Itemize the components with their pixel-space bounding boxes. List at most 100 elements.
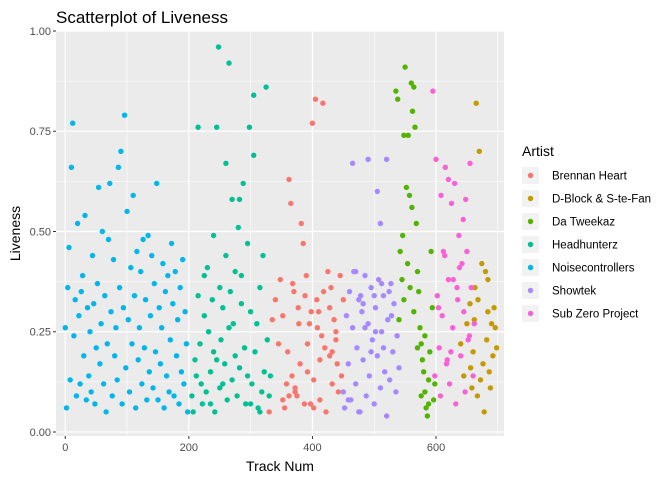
data-point bbox=[92, 401, 98, 407]
data-point bbox=[241, 345, 248, 351]
data-point bbox=[467, 301, 473, 307]
data-point bbox=[91, 301, 97, 307]
data-point bbox=[209, 297, 215, 303]
data-point bbox=[479, 260, 485, 267]
data-point bbox=[254, 321, 260, 327]
data-point bbox=[395, 96, 401, 102]
data-point bbox=[192, 357, 198, 363]
data-point bbox=[428, 248, 434, 255]
data-point bbox=[160, 260, 166, 267]
data-points bbox=[62, 44, 500, 419]
data-point bbox=[467, 365, 474, 371]
data-point bbox=[401, 132, 407, 138]
data-point bbox=[335, 389, 342, 395]
grid-major bbox=[56, 30, 504, 436]
data-point bbox=[116, 284, 123, 291]
data-point bbox=[371, 293, 377, 299]
data-point bbox=[476, 148, 482, 154]
data-point bbox=[353, 268, 359, 275]
data-point bbox=[223, 252, 229, 259]
data-point bbox=[288, 200, 294, 207]
data-point bbox=[113, 325, 119, 331]
data-point bbox=[429, 305, 435, 311]
data-point bbox=[150, 385, 156, 391]
data-point bbox=[67, 377, 73, 383]
data-point bbox=[168, 240, 175, 247]
data-point bbox=[380, 345, 387, 351]
data-point bbox=[128, 264, 134, 271]
data-point bbox=[292, 385, 298, 391]
legend-label: Headhunterz bbox=[552, 240, 618, 252]
data-point bbox=[307, 401, 314, 407]
data-point bbox=[393, 389, 399, 395]
data-point bbox=[314, 325, 321, 331]
data-point bbox=[450, 276, 456, 283]
data-point bbox=[139, 381, 145, 387]
data-point bbox=[223, 160, 229, 166]
data-point bbox=[312, 96, 319, 102]
data-point bbox=[382, 369, 388, 375]
data-point bbox=[104, 341, 111, 347]
data-point bbox=[371, 401, 377, 407]
data-point bbox=[224, 397, 230, 403]
data-point bbox=[217, 385, 223, 391]
data-point bbox=[470, 349, 476, 355]
data-point bbox=[210, 232, 217, 239]
data-point bbox=[374, 353, 380, 359]
data-point bbox=[259, 389, 265, 395]
data-point bbox=[360, 301, 366, 307]
data-point bbox=[353, 381, 359, 387]
data-point bbox=[448, 349, 454, 355]
data-point bbox=[471, 321, 477, 327]
plot-panel bbox=[56, 31, 504, 436]
data-point bbox=[458, 353, 464, 359]
data-point bbox=[94, 280, 101, 287]
data-point bbox=[79, 272, 86, 279]
data-point bbox=[453, 401, 459, 407]
data-point bbox=[146, 369, 152, 375]
data-point bbox=[304, 369, 311, 375]
data-point bbox=[109, 393, 115, 399]
data-point bbox=[144, 397, 150, 403]
data-point bbox=[105, 236, 112, 243]
data-point bbox=[427, 349, 433, 355]
legend-label: D-Block & S-te-Fan bbox=[552, 194, 651, 206]
data-point bbox=[298, 220, 304, 227]
legend-label: Noisecontrollers bbox=[552, 263, 635, 275]
data-point bbox=[110, 256, 117, 263]
data-point bbox=[399, 276, 405, 283]
data-point bbox=[88, 389, 94, 395]
data-point bbox=[302, 293, 308, 299]
data-point bbox=[444, 357, 450, 363]
legend-marker bbox=[527, 172, 534, 179]
data-point bbox=[461, 309, 467, 315]
y-tick-label: 0.50 bbox=[30, 226, 51, 238]
data-point bbox=[463, 196, 469, 203]
data-point bbox=[491, 305, 497, 311]
data-point bbox=[383, 156, 390, 162]
data-point bbox=[433, 156, 439, 162]
data-point bbox=[235, 224, 241, 231]
data-point bbox=[234, 393, 240, 399]
data-point bbox=[388, 313, 395, 319]
data-point bbox=[98, 321, 104, 327]
data-point bbox=[468, 284, 474, 291]
data-point bbox=[114, 377, 120, 383]
legend-label: Da Tweekaz bbox=[552, 217, 615, 229]
data-point bbox=[409, 204, 415, 211]
data-point bbox=[365, 321, 371, 327]
data-point bbox=[442, 164, 448, 170]
data-point bbox=[377, 220, 384, 227]
data-point bbox=[422, 333, 428, 339]
data-point bbox=[446, 381, 453, 387]
data-point bbox=[333, 329, 339, 335]
data-point bbox=[442, 252, 448, 259]
data-point bbox=[232, 353, 238, 359]
data-point bbox=[267, 373, 274, 379]
data-point bbox=[435, 305, 442, 311]
data-point bbox=[472, 284, 478, 291]
legend-marker bbox=[527, 264, 534, 271]
data-point bbox=[349, 325, 356, 331]
data-point bbox=[281, 405, 288, 411]
data-point bbox=[385, 317, 391, 323]
